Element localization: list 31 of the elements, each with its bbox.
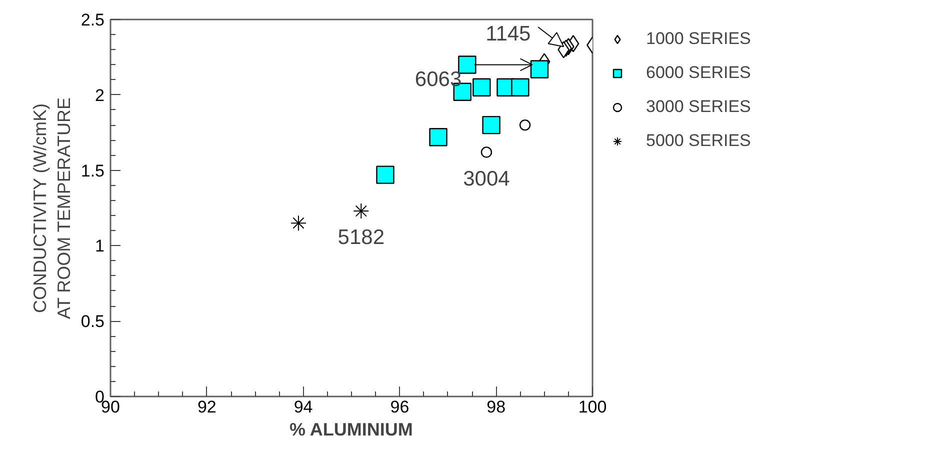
x-tick-label: 96 — [390, 398, 410, 416]
y-tick-label: 2.5 — [80, 10, 105, 30]
y-axis-title: CONDUCTIVITY (W/cmK) AT ROOM TEMPERATURE — [30, 97, 74, 320]
point — [511, 78, 530, 96]
y-tick-label: 1 — [95, 236, 105, 256]
point — [376, 166, 394, 184]
x-axis-title: % ALUMINIUM — [290, 420, 413, 440]
legend-label: 6000 SERIES — [646, 63, 751, 83]
point — [519, 119, 531, 131]
x-tick-label: 100 — [578, 398, 607, 416]
annotation: 1145 — [486, 22, 531, 46]
x-tick-label: 94 — [294, 398, 313, 416]
point — [472, 78, 491, 96]
y-tick-label: 2 — [95, 86, 105, 105]
y-tick-label: 0.5 — [80, 312, 105, 332]
point — [480, 146, 492, 158]
annotation: 5182 — [338, 226, 384, 250]
point — [353, 203, 370, 220]
y-tick-label: 1.5 — [80, 161, 105, 180]
x-tick-label: 92 — [197, 398, 216, 416]
legend-label: 5000 SERIES — [646, 131, 751, 151]
point — [530, 60, 549, 78]
legend-label: 1000 SERIES — [646, 29, 751, 49]
point — [558, 41, 570, 58]
point — [429, 128, 448, 146]
annotation: 3004 — [463, 167, 510, 190]
point — [290, 215, 306, 232]
annotation: 6063 — [414, 68, 462, 91]
x-tick-label: 98 — [486, 398, 506, 416]
point — [482, 116, 500, 134]
legend-label: 3000 SERIES — [646, 97, 751, 117]
